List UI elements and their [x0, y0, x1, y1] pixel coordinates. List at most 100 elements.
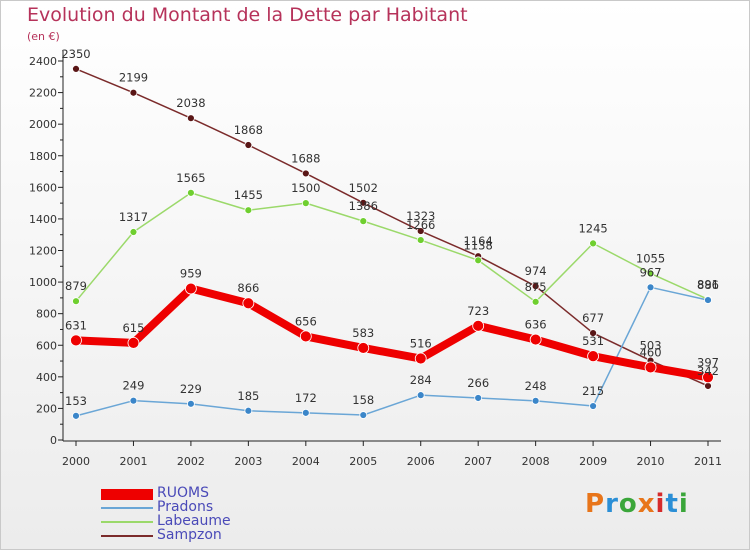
data-label: 158 — [352, 393, 374, 407]
data-point — [531, 282, 540, 291]
axes: 0 200 400 600 800 1000 1200 1400 1600 1800 2000 220… — [29, 51, 722, 468]
x-tick-label: 2011 — [694, 455, 722, 468]
y-tick-label: 2200 — [29, 87, 57, 100]
data-label: 229 — [180, 382, 202, 396]
data-label: 1502 — [349, 181, 378, 195]
data-point — [70, 334, 82, 347]
x-tick-label: 2010 — [637, 455, 665, 468]
data-point — [702, 371, 714, 384]
data-label: 2350 — [61, 47, 90, 61]
data-point — [359, 411, 368, 419]
logo-letter: P — [585, 489, 606, 519]
data-label: 516 — [410, 337, 432, 351]
data-label: 1245 — [578, 221, 607, 235]
y-tick-label: 2400 — [29, 55, 57, 68]
data-label: 879 — [65, 279, 87, 293]
data-point — [187, 114, 195, 123]
data-label: 1266 — [406, 218, 435, 232]
data-point — [242, 297, 255, 310]
data-label: 1323 — [406, 209, 435, 223]
data-label: 723 — [467, 304, 489, 318]
data-label: 397 — [697, 355, 719, 369]
legend-swatch — [101, 521, 153, 523]
data-point — [72, 297, 80, 306]
logo-letter: r — [605, 489, 619, 519]
data-point — [72, 411, 80, 420]
y-tick-label: 800 — [36, 308, 57, 321]
data-label: 886 — [697, 278, 719, 292]
y-tick-label: 200 — [36, 402, 57, 415]
data-point — [416, 227, 425, 235]
data-label: 875 — [525, 280, 547, 294]
y-axis-unit: (en €) — [27, 30, 60, 43]
data-label: 1688 — [291, 151, 320, 165]
data-point — [299, 330, 312, 343]
data-point — [474, 256, 483, 265]
x-tick-label: 2002 — [177, 455, 205, 468]
data-point — [357, 342, 370, 354]
data-label: 2199 — [119, 71, 148, 85]
data-label: 1455 — [234, 188, 263, 202]
data-label: 1565 — [176, 171, 205, 185]
y-tick-label: 1200 — [29, 245, 57, 258]
series-line-pradons — [75, 286, 709, 417]
series-labeaume — [72, 188, 712, 306]
data-label: 1317 — [119, 210, 148, 224]
legend-swatch — [101, 488, 153, 500]
data-point — [129, 396, 138, 405]
data-label: 531 — [582, 334, 604, 348]
legend-swatch — [101, 535, 153, 537]
data-label: 583 — [352, 326, 374, 340]
logo-letter: x — [637, 489, 656, 519]
data-point — [704, 296, 712, 304]
y-tick-label: 400 — [36, 371, 57, 384]
data-label: 284 — [410, 373, 432, 387]
logo-letter: i — [678, 489, 689, 519]
logo-letter: o — [618, 489, 638, 519]
data-point — [589, 329, 597, 337]
data-point — [359, 217, 368, 226]
data-point — [531, 297, 540, 306]
y-tick-label: 1600 — [29, 181, 57, 194]
series-sampzon — [72, 64, 712, 390]
data-label: 974 — [525, 264, 547, 278]
x-tick-label: 2009 — [579, 455, 607, 468]
data-label: 1055 — [636, 251, 665, 265]
x-tick-label: 2006 — [407, 455, 435, 468]
data-labels: 2350 2199 2038 1868 1688 1502 1323 1164 974 677 50… — [61, 47, 719, 408]
x-tick-label: 2000 — [62, 455, 90, 468]
x-tick-label: 2008 — [522, 455, 550, 468]
data-label: 503 — [640, 339, 662, 353]
data-label: 967 — [640, 265, 662, 279]
x-tick-label: 2005 — [349, 455, 377, 468]
logo-letter: t — [665, 489, 679, 519]
data-point — [187, 399, 195, 408]
legend-label: RUOMS — [157, 485, 209, 501]
legend-label: Sampzon — [157, 527, 222, 543]
data-label: 891 — [697, 277, 719, 291]
data-point — [589, 239, 597, 248]
data-label: 1386 — [349, 199, 378, 213]
data-label: 615 — [122, 321, 144, 335]
data-label: 656 — [295, 314, 317, 328]
data-point — [301, 169, 310, 178]
data-point — [587, 350, 599, 363]
proxiti-logo: Proxiti — [585, 489, 689, 519]
y-tick-label: 600 — [36, 339, 57, 352]
data-point — [187, 188, 195, 197]
legend-label: Pradons — [157, 499, 214, 515]
data-point — [646, 283, 655, 292]
data-label: 342 — [697, 364, 719, 378]
data-point — [244, 141, 253, 149]
series-line-ruoms — [72, 284, 712, 382]
data-label: 1138 — [464, 238, 493, 252]
data-point — [704, 382, 712, 390]
data-point — [529, 333, 542, 346]
data-point — [127, 336, 140, 349]
series-ruoms — [70, 282, 714, 384]
legend-label: Labeaume — [157, 513, 231, 529]
data-label: 1164 — [464, 234, 493, 248]
data-point — [244, 406, 253, 415]
